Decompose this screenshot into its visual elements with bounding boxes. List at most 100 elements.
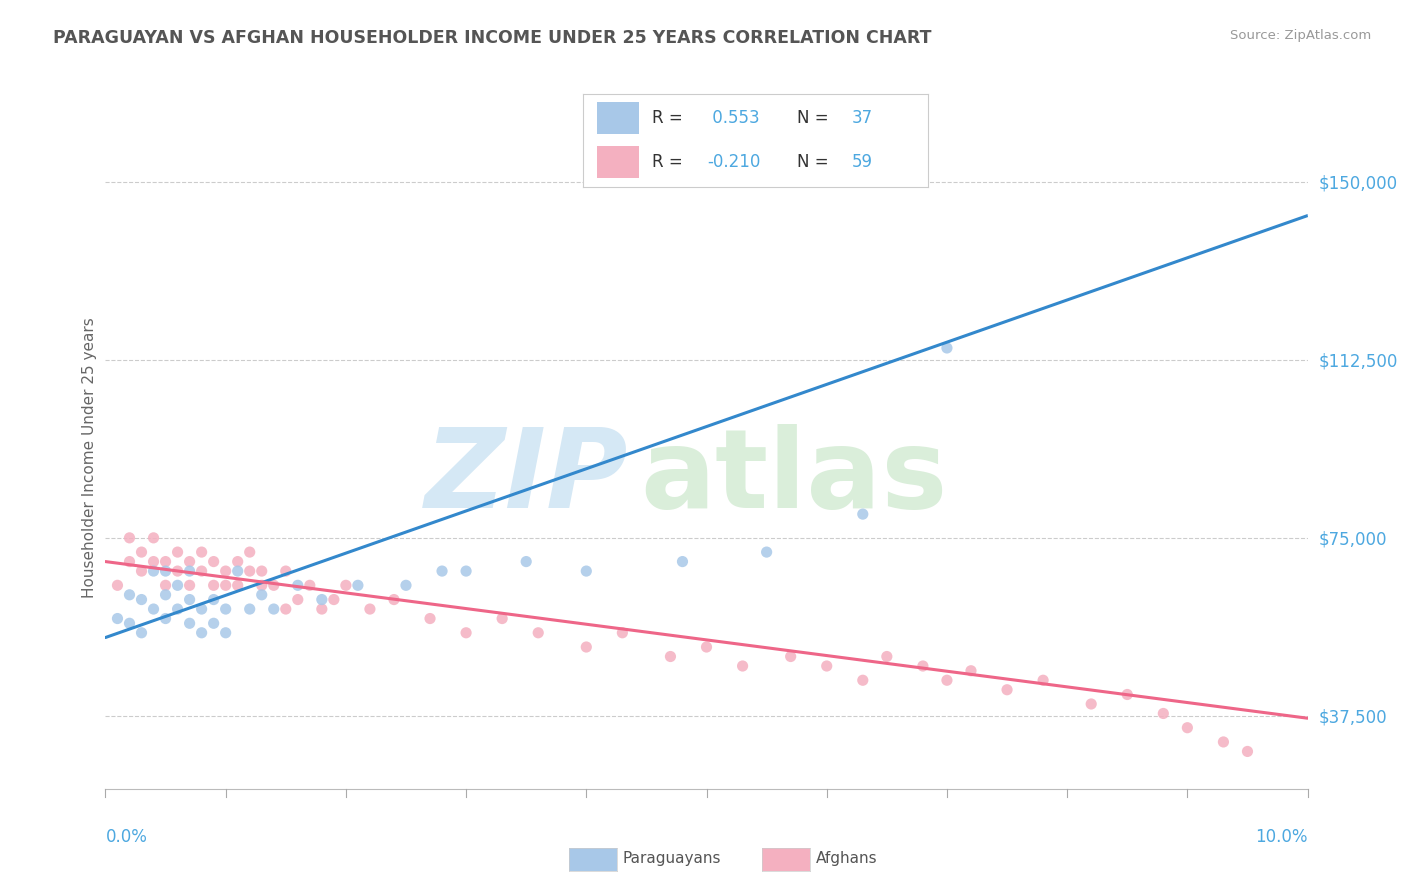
Point xyxy=(612,625,634,640)
Point xyxy=(179,616,201,631)
Point xyxy=(118,588,141,602)
Point xyxy=(131,545,153,559)
Point xyxy=(239,602,262,616)
Point xyxy=(287,578,309,592)
Point xyxy=(359,602,381,616)
Point xyxy=(155,588,177,602)
Point xyxy=(995,682,1018,697)
Point xyxy=(190,545,212,559)
Text: PARAGUAYAN VS AFGHAN HOUSEHOLDER INCOME UNDER 25 YEARS CORRELATION CHART: PARAGUAYAN VS AFGHAN HOUSEHOLDER INCOME … xyxy=(53,29,932,46)
Point xyxy=(179,564,201,578)
Point xyxy=(118,616,141,631)
Point xyxy=(190,625,212,640)
Point xyxy=(142,564,165,578)
Point xyxy=(395,578,418,592)
Text: N =: N = xyxy=(797,153,834,171)
Text: ZIP: ZIP xyxy=(425,424,628,531)
Point xyxy=(131,592,153,607)
Point xyxy=(226,555,249,569)
Point xyxy=(214,602,236,616)
Point xyxy=(166,578,188,592)
Point xyxy=(322,592,344,607)
Text: Paraguayans: Paraguayans xyxy=(623,852,721,866)
Point xyxy=(155,611,177,625)
Point xyxy=(454,625,477,640)
Point xyxy=(263,602,285,616)
Text: R =: R = xyxy=(652,153,689,171)
Point xyxy=(274,602,297,616)
Point xyxy=(214,564,236,578)
Point xyxy=(779,649,801,664)
Point xyxy=(852,507,875,521)
Point xyxy=(430,564,453,578)
Point xyxy=(274,564,297,578)
Point xyxy=(287,592,309,607)
Point xyxy=(166,545,188,559)
Point xyxy=(815,659,838,673)
Point xyxy=(755,545,778,559)
Point xyxy=(179,592,201,607)
Point xyxy=(250,588,273,602)
Text: R =: R = xyxy=(652,109,689,127)
Point xyxy=(659,649,682,664)
Point xyxy=(1152,706,1174,721)
Text: 10.0%: 10.0% xyxy=(1256,828,1308,846)
Point xyxy=(202,578,225,592)
Point xyxy=(936,341,959,355)
Point xyxy=(731,659,754,673)
Point xyxy=(250,578,273,592)
Text: 37: 37 xyxy=(852,109,873,127)
Point xyxy=(107,611,129,625)
Point xyxy=(142,602,165,616)
Point xyxy=(226,564,249,578)
Point xyxy=(226,578,249,592)
Point xyxy=(263,578,285,592)
Text: Source: ZipAtlas.com: Source: ZipAtlas.com xyxy=(1230,29,1371,42)
Point xyxy=(155,564,177,578)
Text: Afghans: Afghans xyxy=(815,852,877,866)
Point xyxy=(190,602,212,616)
Point xyxy=(202,616,225,631)
Point xyxy=(142,531,165,545)
Point xyxy=(515,555,537,569)
Point xyxy=(575,640,598,654)
Point xyxy=(311,592,333,607)
Point xyxy=(382,592,405,607)
Text: -0.210: -0.210 xyxy=(707,153,761,171)
Point xyxy=(960,664,983,678)
Point xyxy=(214,625,236,640)
Point xyxy=(142,555,165,569)
Point xyxy=(671,555,693,569)
Point xyxy=(335,578,357,592)
Point xyxy=(419,611,441,625)
Point xyxy=(347,578,370,592)
Point xyxy=(911,659,934,673)
Point xyxy=(166,564,188,578)
Text: atlas: atlas xyxy=(640,424,948,531)
Point xyxy=(876,649,898,664)
Point xyxy=(1236,744,1258,758)
Point xyxy=(131,564,153,578)
Point xyxy=(936,673,959,688)
Point xyxy=(118,555,141,569)
Point xyxy=(202,592,225,607)
Point xyxy=(311,602,333,616)
Point xyxy=(214,578,236,592)
Text: N =: N = xyxy=(797,109,834,127)
Point xyxy=(696,640,718,654)
Text: 0.553: 0.553 xyxy=(707,109,761,127)
Point xyxy=(527,625,550,640)
Point xyxy=(250,564,273,578)
Point xyxy=(298,578,321,592)
Point xyxy=(1175,721,1198,735)
Point xyxy=(1080,697,1102,711)
Point xyxy=(155,578,177,592)
Point xyxy=(575,564,598,578)
Point xyxy=(239,564,262,578)
Point xyxy=(118,531,141,545)
Point xyxy=(155,555,177,569)
Point xyxy=(239,545,262,559)
Point xyxy=(202,555,225,569)
Text: 0.0%: 0.0% xyxy=(105,828,148,846)
Point xyxy=(190,564,212,578)
